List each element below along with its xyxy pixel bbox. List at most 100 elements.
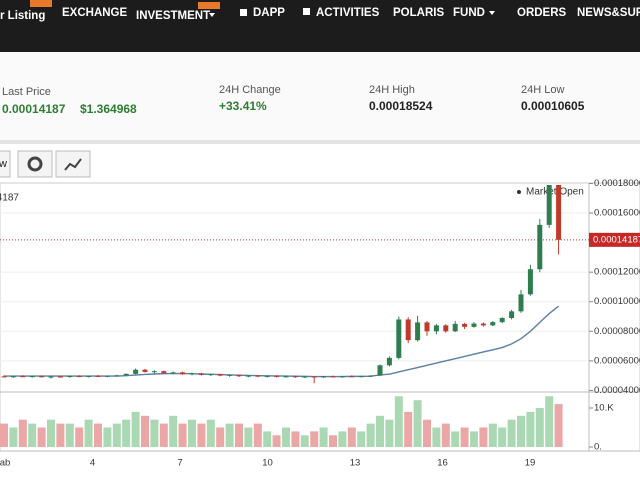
volume-bar — [545, 396, 554, 447]
volume-bar — [188, 419, 196, 447]
candle-body — [264, 375, 270, 377]
chart-icon — [64, 158, 82, 171]
market-status: Market Open — [526, 187, 584, 198]
candle-body — [330, 376, 336, 378]
x-tick-label: 13 — [350, 458, 361, 469]
candle-body — [67, 376, 73, 378]
volume-bar — [554, 404, 563, 447]
candle-body — [480, 323, 486, 326]
nav-item[interactable]: INVESTMENT — [136, 10, 210, 22]
candle-body — [509, 311, 515, 318]
volume-bar — [479, 427, 488, 447]
indicator-button[interactable] — [55, 150, 91, 178]
y-tick-label: 0.00010000 — [594, 296, 640, 307]
volume-bar — [432, 427, 441, 447]
volume-bar — [319, 427, 328, 447]
candle-body — [86, 375, 92, 377]
candle-body — [1, 376, 7, 378]
volume-bar — [225, 423, 234, 447]
nav-item[interactable]: r Listing — [0, 10, 45, 22]
nav-item[interactable]: ACTIVITIES — [316, 7, 380, 19]
candle-body — [114, 375, 120, 377]
nav-item[interactable]: NEWS&SUP — [577, 7, 640, 19]
gear-icon — [27, 156, 43, 172]
volume-bar — [517, 415, 525, 447]
y-tick-label: 0.00006000 — [594, 355, 640, 366]
dropdown-arrow — [209, 13, 215, 17]
candle-body — [405, 319, 411, 341]
candle-body — [396, 319, 402, 358]
volume-bar — [197, 423, 206, 447]
volume-bar — [122, 419, 131, 447]
nav-item[interactable]: DAPP — [253, 7, 285, 19]
y-tick-label: 0.00004000 — [594, 385, 640, 396]
candle-body — [349, 376, 355, 378]
icon — [303, 8, 310, 15]
y-tick-label: 0.00016000 — [594, 208, 640, 219]
x-tick-label: 16 — [437, 458, 448, 469]
volume-bar — [141, 415, 149, 447]
settings-button[interactable] — [17, 150, 53, 178]
candle-body — [311, 376, 317, 378]
nav-item[interactable]: FUND — [453, 7, 485, 19]
stat-extra: $1.364968 — [80, 102, 137, 116]
candle-body — [39, 376, 45, 378]
volume-bar — [206, 419, 215, 447]
candle-body — [339, 376, 345, 378]
candle-body — [29, 376, 35, 378]
price-tag — [589, 232, 640, 247]
x-tick-label: 7 — [177, 458, 182, 469]
stat-label: 24H High — [369, 84, 415, 96]
candle-body — [433, 325, 439, 332]
volume-bar — [178, 423, 187, 447]
nav-item[interactable]: ORDERS — [517, 7, 567, 19]
volume-bar — [385, 419, 394, 447]
candle-body — [377, 365, 383, 376]
volume-bar — [376, 415, 384, 447]
x-tick-label: 10 — [262, 458, 273, 469]
candle-body — [556, 185, 562, 240]
candle-body — [368, 375, 374, 377]
volume-tick-label: 10.K — [594, 403, 614, 414]
x-tick-label: ab — [0, 458, 10, 469]
candle-body — [283, 376, 289, 378]
volume-bar — [423, 419, 431, 447]
toolbar-text: w — [0, 158, 7, 170]
volume-bar — [310, 431, 319, 447]
volume-bar — [103, 427, 112, 447]
volume-bar — [338, 431, 347, 447]
nav-item[interactable]: EXCHANGE — [62, 7, 128, 19]
nav-item[interactable]: POLARIS — [393, 7, 444, 19]
candle-body — [386, 357, 392, 366]
candle-body — [292, 376, 298, 378]
candle-body — [142, 369, 148, 372]
volume-bar — [0, 423, 8, 447]
stat-value: +33.41% — [219, 99, 267, 113]
stat-value: 0.00014187 — [2, 102, 66, 116]
divider — [0, 140, 640, 144]
volume-bar — [441, 423, 450, 447]
candle-body — [302, 376, 308, 378]
volume-bar — [244, 427, 253, 447]
volume-bar — [216, 427, 225, 447]
y-tick-label: 0.00018000 — [594, 178, 640, 189]
volume-bar — [18, 419, 27, 447]
candle-body — [217, 374, 223, 376]
volume-bar — [329, 435, 337, 447]
stat-label: 24H Change — [219, 84, 281, 96]
candle-body — [189, 373, 195, 375]
candle-body — [527, 269, 533, 295]
volume-bar — [357, 431, 366, 447]
candle-body — [255, 375, 261, 377]
stat-label: 24H Low — [521, 84, 564, 96]
volume-bar — [56, 423, 65, 447]
candle-body — [537, 224, 543, 270]
candle-body — [170, 372, 176, 374]
volume-bar — [291, 431, 300, 447]
volume-bar — [282, 427, 290, 447]
candle-body — [236, 374, 242, 377]
candle-body — [151, 371, 157, 373]
candle-body — [198, 373, 204, 375]
toolbar-button[interactable] — [0, 150, 11, 178]
